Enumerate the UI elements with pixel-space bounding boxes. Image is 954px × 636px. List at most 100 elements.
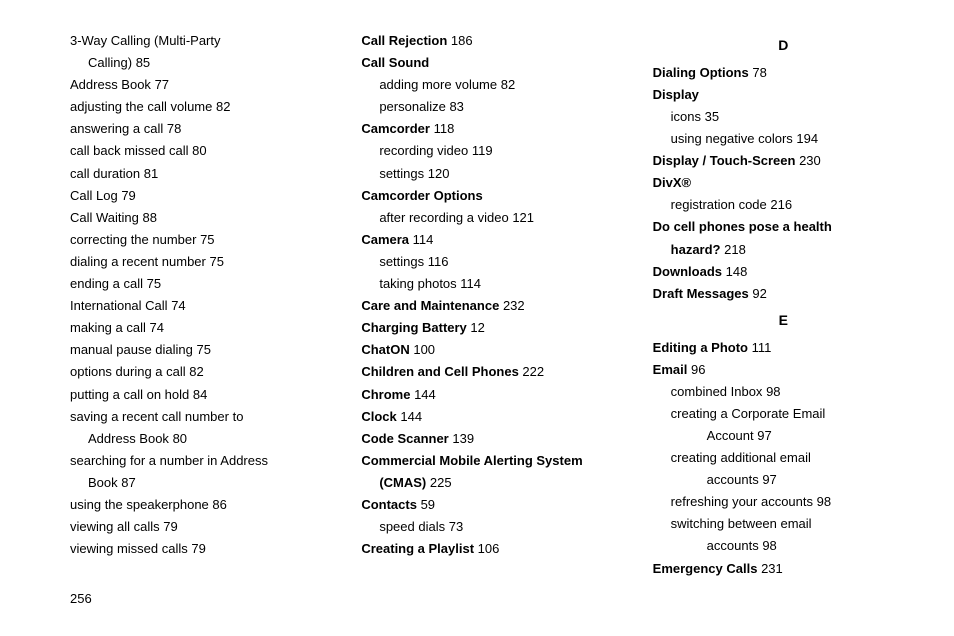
page-ref: 75	[147, 276, 161, 291]
index-term: (CMAS)	[379, 475, 426, 490]
index-continuation: Calling) 85	[70, 52, 331, 74]
index-term: combined Inbox	[671, 384, 763, 399]
index-term: DivX®	[653, 175, 691, 190]
page-ref: 87	[121, 475, 135, 490]
page-ref: 106	[478, 541, 500, 556]
index-term: Call Log	[70, 188, 118, 203]
index-entry: creating additional emailaccounts 97	[653, 447, 914, 491]
page-ref: 79	[121, 188, 135, 203]
index-term: switching between email	[671, 516, 812, 531]
index-term: Call Rejection	[361, 33, 447, 48]
page-ref: 114	[460, 276, 481, 291]
page-ref: 98	[762, 538, 776, 553]
index-term: Display / Touch-Screen	[653, 153, 796, 168]
index-entry: ChatON 100	[361, 339, 622, 361]
index-entry: Camera 114	[361, 229, 622, 251]
index-term: ChatON	[361, 342, 409, 357]
index-entry: manual pause dialing 75	[70, 339, 331, 361]
page-ref: 80	[192, 143, 206, 158]
index-letter: D	[653, 34, 914, 58]
page-ref: 231	[761, 561, 783, 576]
index-entry: adjusting the call volume 82	[70, 96, 331, 118]
page-ref: 148	[726, 264, 748, 279]
index-term: dialing a recent number	[70, 254, 206, 269]
index-term: Display	[653, 87, 699, 102]
index-entry: refreshing your accounts 98	[653, 491, 914, 513]
index-term: saving a recent call number to	[70, 409, 243, 424]
page-ref: 100	[413, 342, 435, 357]
index-continuation: accounts 97	[671, 469, 914, 491]
index-term: Downloads	[653, 264, 722, 279]
index-entry: searching for a number in Address Book 87	[70, 450, 331, 494]
index-term: putting a call on hold	[70, 387, 189, 402]
page-ref: 186	[451, 33, 473, 48]
index-entry: settings 116	[361, 251, 622, 273]
index-entry: making a call 74	[70, 317, 331, 339]
page-ref: 230	[799, 153, 821, 168]
index-term: Children and Cell Phones	[361, 364, 518, 379]
index-entry: Call Rejection 186	[361, 30, 622, 52]
page-ref: 116	[428, 254, 449, 269]
index-continuation: Book 87	[70, 472, 331, 494]
index-page: 3-Way Calling (Multi-PartyCalling) 85Add…	[0, 0, 954, 610]
page-ref: 59	[421, 497, 435, 512]
page-ref: 194	[796, 131, 818, 146]
index-entry: personalize 83	[361, 96, 622, 118]
index-letter: E	[653, 309, 914, 333]
index-continuation: Account 97	[671, 425, 914, 447]
page-ref: 74	[171, 298, 185, 313]
index-term: using the speakerphone	[70, 497, 209, 512]
page-ref: 118	[434, 121, 455, 136]
page-ref: 144	[400, 409, 422, 424]
index-entry: International Call 74	[70, 295, 331, 317]
index-entry: putting a call on hold 84	[70, 384, 331, 406]
page-ref: 73	[449, 519, 463, 534]
index-entry: switching between emailaccounts 98	[653, 513, 914, 557]
index-term: Account	[707, 428, 754, 443]
index-entry: ending a call 75	[70, 273, 331, 295]
index-term: settings	[379, 254, 424, 269]
page-ref: 12	[470, 320, 484, 335]
index-term: Address Book	[88, 431, 169, 446]
index-entry: using the speakerphone 86	[70, 494, 331, 516]
index-entry: call duration 81	[70, 163, 331, 185]
index-entry: recording video 119	[361, 140, 622, 162]
index-continuation: hazard? 218	[653, 239, 914, 261]
page-ref: 75	[197, 342, 211, 357]
page-ref: 111	[752, 340, 772, 355]
page-ref: 79	[163, 519, 177, 534]
page-ref: 114	[413, 232, 434, 247]
index-entry: Editing a Photo 111	[653, 337, 914, 359]
page-ref: 222	[522, 364, 544, 379]
index-entry: Do cell phones pose a healthhazard? 218	[653, 216, 914, 260]
page-ref: 82	[189, 364, 203, 379]
index-term: manual pause dialing	[70, 342, 193, 357]
index-entry: viewing missed calls 79	[70, 538, 331, 560]
index-term: call duration	[70, 166, 140, 181]
index-entry: Call Sound	[361, 52, 622, 74]
index-entry: Display	[653, 84, 914, 106]
index-entry: Address Book 77	[70, 74, 331, 96]
index-entry: Charging Battery 12	[361, 317, 622, 339]
index-term: searching for a number in Address	[70, 453, 268, 468]
index-term: hazard?	[671, 242, 721, 257]
index-entry: Creating a Playlist 106	[361, 538, 622, 560]
index-term: Charging Battery	[361, 320, 466, 335]
page-ref: 83	[449, 99, 463, 114]
page-ref: 74	[150, 320, 164, 335]
column-1: 3-Way Calling (Multi-PartyCalling) 85Add…	[70, 30, 331, 580]
page-ref: 98	[766, 384, 780, 399]
index-entry: Call Waiting 88	[70, 207, 331, 229]
index-term: Camcorder	[361, 121, 430, 136]
page-ref: 75	[200, 232, 214, 247]
page-ref: 81	[144, 166, 158, 181]
page-ref: 80	[173, 431, 187, 446]
page-ref: 84	[193, 387, 207, 402]
index-continuation: (CMAS) 225	[361, 472, 622, 494]
page-ref: 97	[757, 428, 771, 443]
index-term: Code Scanner	[361, 431, 448, 446]
page-ref: 82	[501, 77, 515, 92]
index-term: accounts	[707, 472, 759, 487]
index-entry: adding more volume 82	[361, 74, 622, 96]
index-term: registration code	[671, 197, 767, 212]
